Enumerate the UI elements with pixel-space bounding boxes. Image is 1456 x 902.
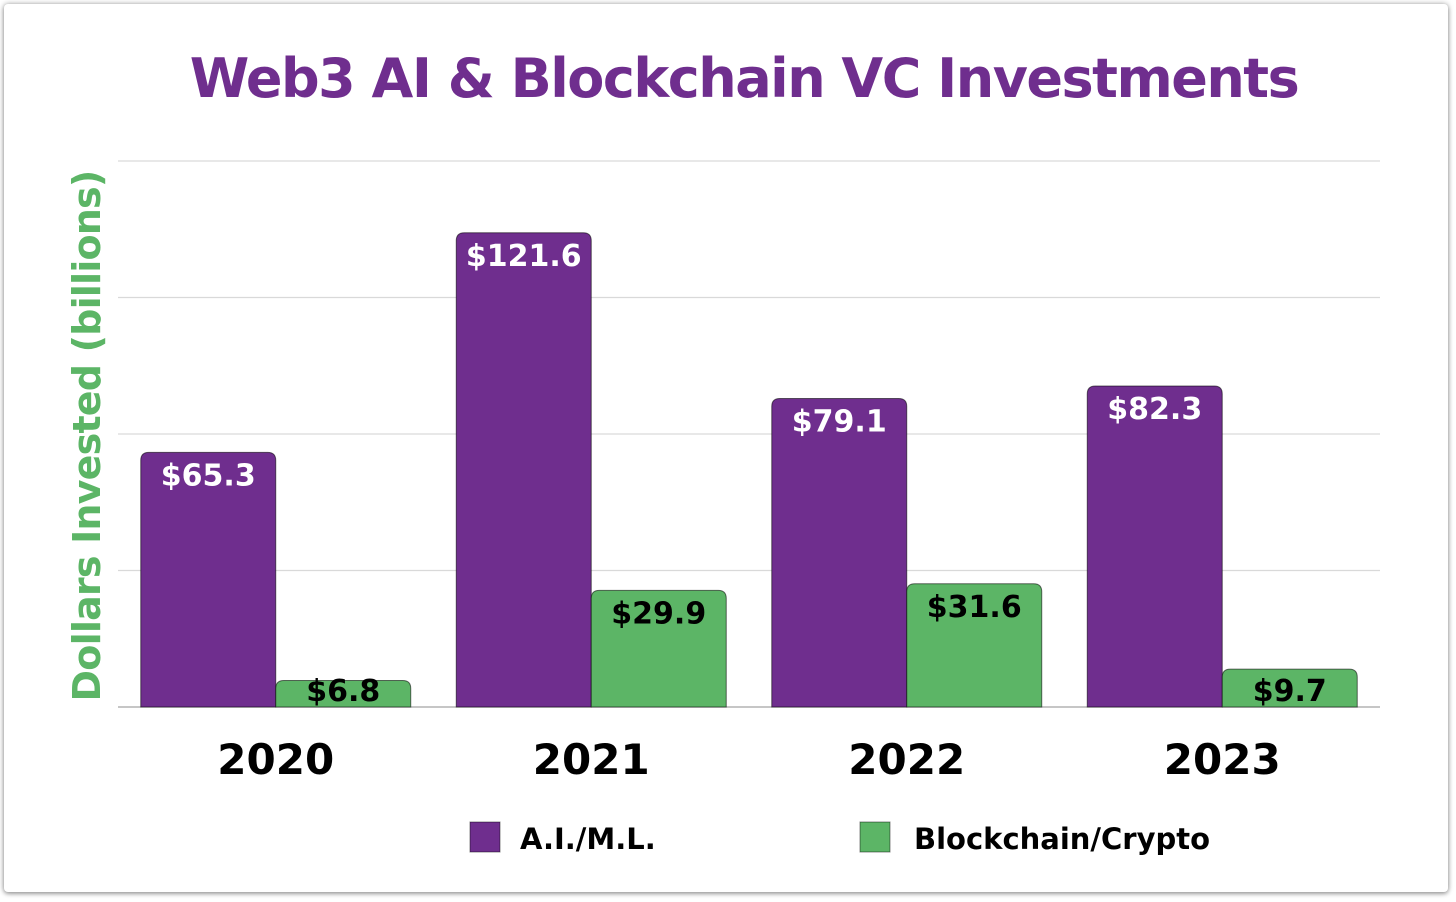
ai-ml-bar-2020 xyxy=(140,451,277,708)
blockchain-crypto-value-label-2023: $9.7 xyxy=(1253,674,1327,709)
ai-ml-value-label-2020: $65.3 xyxy=(161,458,256,493)
bars: $65.3 $6.8 $121.6 $29.9 $79.1 $31.6 $82.3 $9.7 xyxy=(140,232,1358,709)
ai-ml-legend-swatch xyxy=(469,821,501,853)
blockchain-crypto-value-label-2021: $29.9 xyxy=(611,596,706,631)
blockchain-crypto-bar-2020 xyxy=(275,679,412,708)
chart-title: Web3 AI & Blockchain VC Investments xyxy=(190,47,1299,110)
chart-frame: Web3 AI & Blockchain VC Investments Doll… xyxy=(4,4,1448,892)
legend: A.I./M.L. Blockchain/Crypto xyxy=(469,821,1210,856)
y-axis-label: Dollars Invested (billions) xyxy=(65,171,109,702)
blockchain-crypto-legend-swatch xyxy=(859,821,891,853)
blockchain-crypto-bar-2021 xyxy=(590,589,727,708)
blockchain-crypto-value-label-2022: $31.6 xyxy=(927,590,1022,625)
ai-ml-bar-2021 xyxy=(455,232,592,708)
blockchain-crypto-bar-2022 xyxy=(906,583,1043,708)
x-tick-label-2022: 2022 xyxy=(848,735,965,784)
blockchain-crypto-bar-2023 xyxy=(1221,668,1358,708)
ai-ml-legend-label: A.I./M.L. xyxy=(520,822,656,856)
blockchain-crypto-value-label-2020: $6.8 xyxy=(306,674,380,709)
ai-ml-value-label-2023: $82.3 xyxy=(1107,392,1202,427)
bar-chart: Web3 AI & Blockchain VC Investments Doll… xyxy=(65,47,1380,856)
ai-ml-bar-2022 xyxy=(771,398,908,708)
x-tick-label-2020: 2020 xyxy=(217,735,334,784)
ai-ml-value-label-2022: $79.1 xyxy=(792,405,887,440)
x-tick-label-2021: 2021 xyxy=(533,735,650,784)
blockchain-crypto-legend-label: Blockchain/Crypto xyxy=(914,822,1210,856)
x-tick-label-2023: 2023 xyxy=(1164,735,1281,784)
ai-ml-value-label-2021: $121.6 xyxy=(466,239,582,274)
x-axis-ticks: 2020 2021 2022 2023 xyxy=(217,735,1280,784)
ai-ml-bar-2023 xyxy=(1086,385,1223,708)
